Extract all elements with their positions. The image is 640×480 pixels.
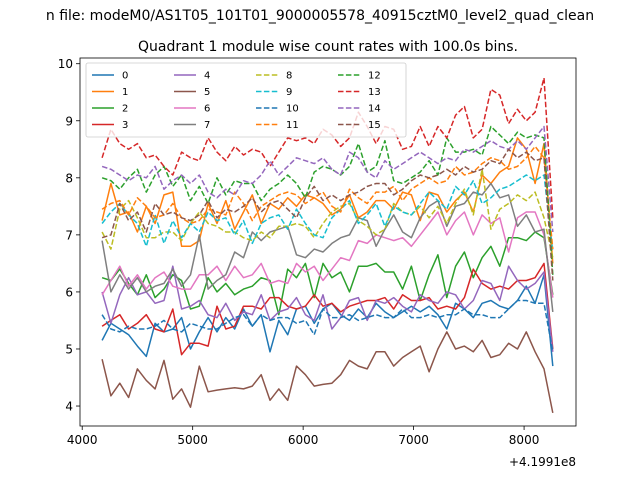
legend-box [85,62,407,138]
legend-label-12: 12 [368,71,381,82]
x-tick-label: 7000 [398,433,429,447]
legend-label-3: 3 [122,120,128,131]
x-tick-label: 6000 [288,433,319,447]
series-line-14 [101,125,554,233]
series-line-5 [101,331,554,414]
series-line-9 [101,174,554,253]
y-tick-label: 9 [65,114,73,128]
series-line-10 [101,299,554,352]
figure-suptitle: n file: modeM0/AS1T05_101T01_9000005578_… [46,8,594,24]
legend-label-2: 2 [122,104,128,115]
series-line-12 [101,125,554,275]
legend-label-4: 4 [204,71,210,82]
series-line-3 [101,262,554,356]
chart-title: Quadrant 1 module wise count rates with … [138,39,518,55]
series-line-15 [101,148,554,281]
legend-label-6: 6 [204,104,210,115]
series-line-11 [101,145,554,250]
legend-label-11: 11 [286,120,299,131]
y-tick-label: 5 [65,342,73,356]
legend-label-0: 0 [122,71,128,82]
y-tick-label: 7 [65,228,73,242]
x-tick-label: 4000 [67,433,98,447]
x-tick-label: 8000 [509,433,540,447]
y-tick-label: 10 [58,57,73,71]
x-offset-label: +4.1991e8 [509,455,576,469]
legend-label-1: 1 [122,87,128,98]
legend-label-8: 8 [286,71,292,82]
legend-label-10: 10 [286,104,299,115]
y-tick-label: 8 [65,171,73,185]
legend-label-5: 5 [204,87,210,98]
legend-label-13: 13 [368,87,381,98]
legend-label-9: 9 [286,87,292,98]
y-tick-label: 4 [65,400,73,414]
series-line-6 [101,211,554,298]
axes-frame [79,57,577,427]
legend-label-14: 14 [368,104,381,115]
series-line-0 [101,274,554,367]
legend-label-15: 15 [368,120,381,131]
x-tick-label: 5000 [177,433,208,447]
legend-label-7: 7 [204,120,210,131]
y-tick-label: 6 [65,285,73,299]
